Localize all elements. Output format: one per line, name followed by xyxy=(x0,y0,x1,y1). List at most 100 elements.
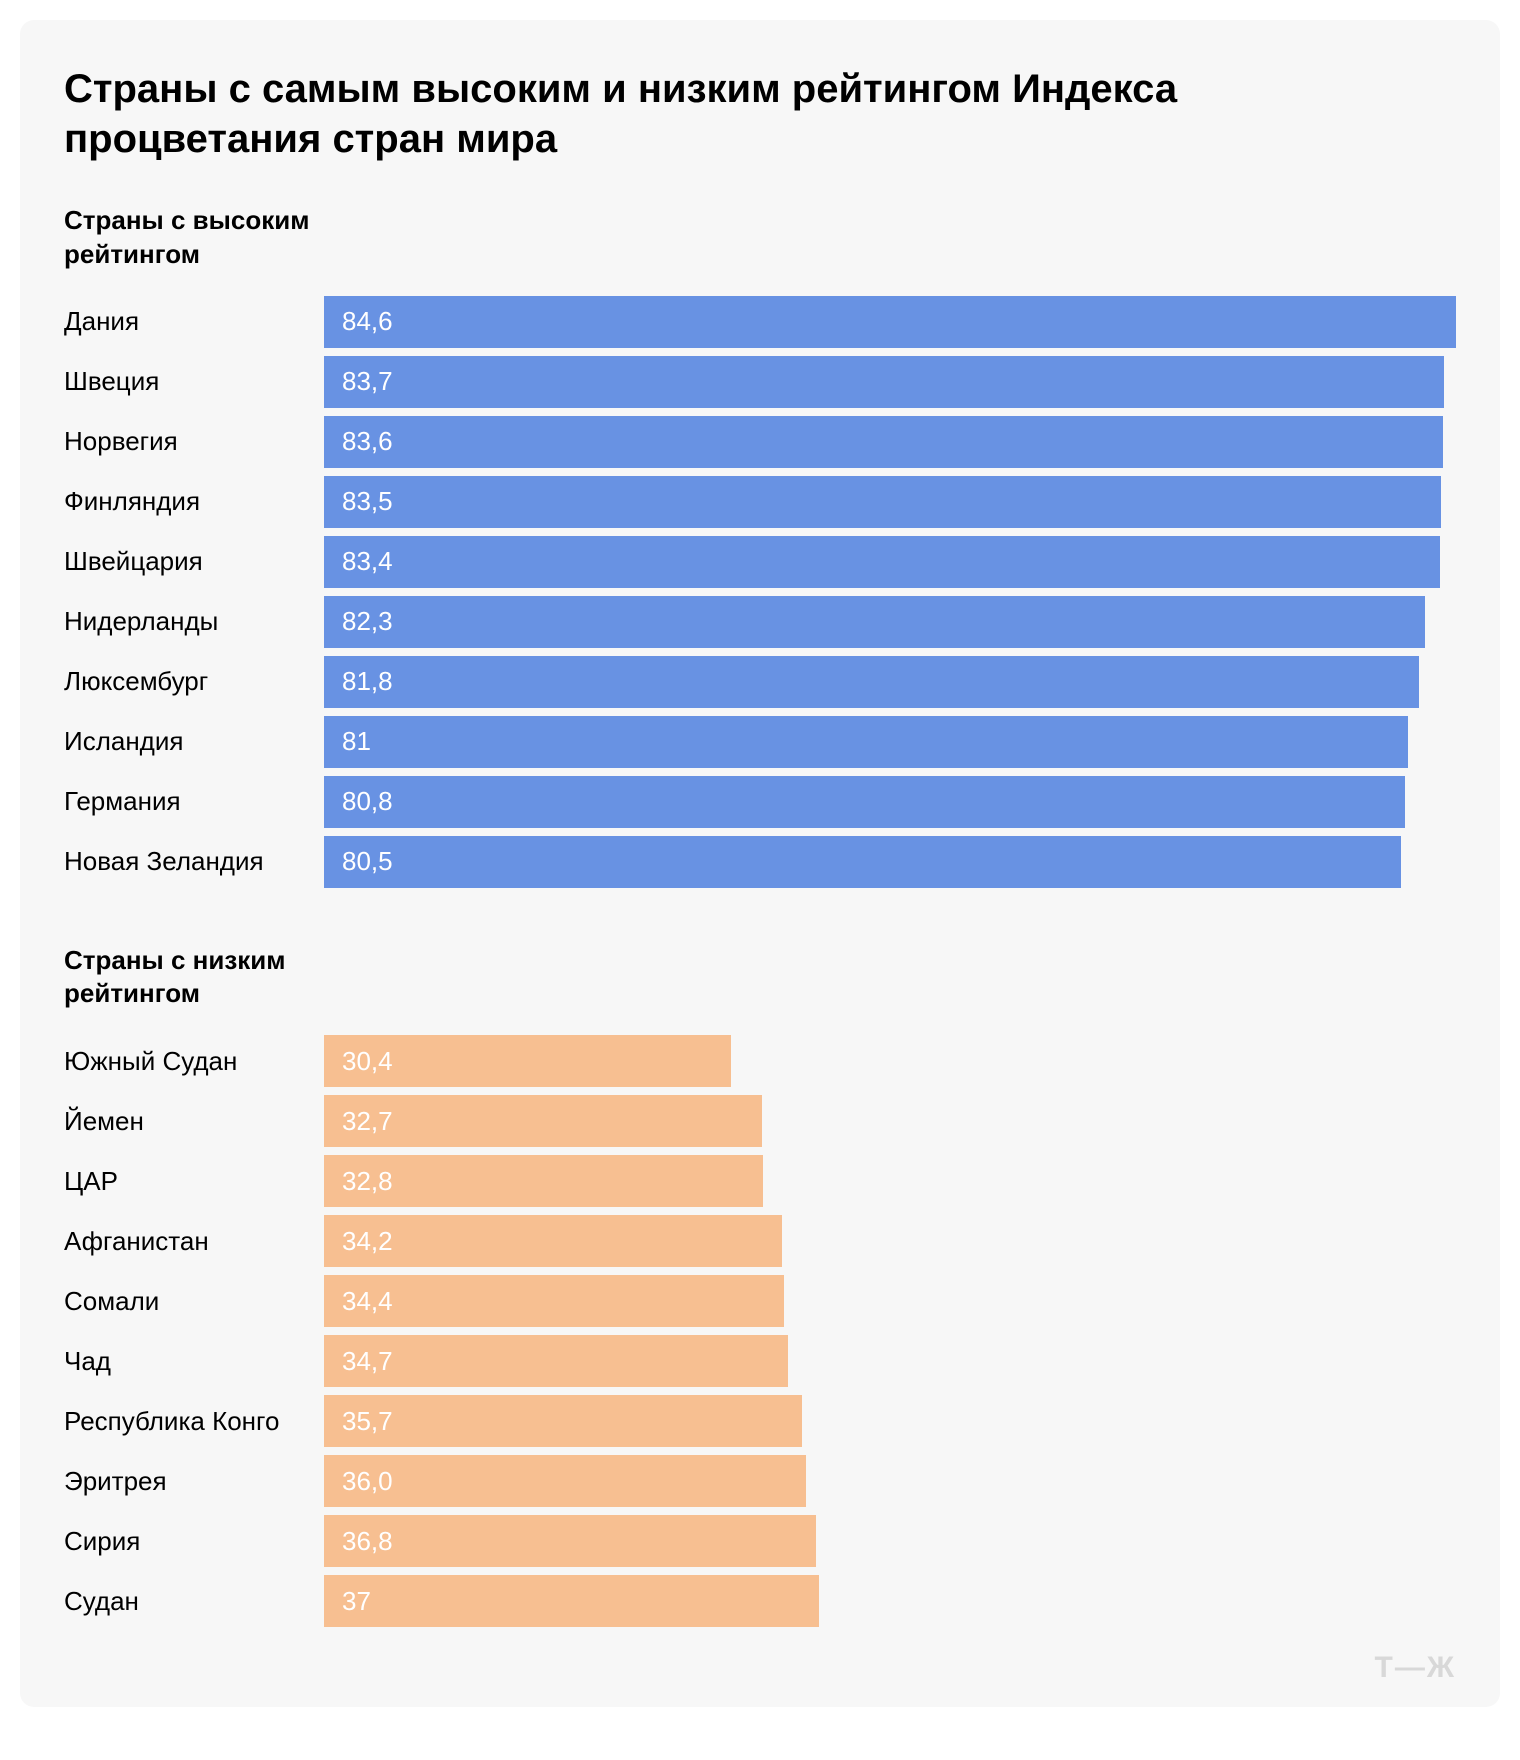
bar-track: 34,7 xyxy=(324,1335,1456,1387)
bar-track: 34,4 xyxy=(324,1275,1456,1327)
bar-value-label: 32,8 xyxy=(342,1166,393,1197)
bar-row: Чад34,7 xyxy=(64,1335,1456,1387)
bar-value-label: 34,7 xyxy=(342,1346,393,1377)
bar: 36,0 xyxy=(324,1455,806,1507)
bar: 32,8 xyxy=(324,1155,763,1207)
bar-track: 80,5 xyxy=(324,836,1456,888)
chart-card: Страны с самым высоким и низким рейтинго… xyxy=(20,20,1500,1707)
bar: 83,6 xyxy=(324,416,1443,468)
country-label: Норвегия xyxy=(64,426,324,457)
bar-track: 83,7 xyxy=(324,356,1456,408)
bar-value-label: 34,4 xyxy=(342,1286,393,1317)
bar-row: Эритрея 36,0 xyxy=(64,1455,1456,1507)
country-label: Новая Зеландия xyxy=(64,846,324,877)
bar: 81 xyxy=(324,716,1408,768)
bar: 32,7 xyxy=(324,1095,762,1147)
brand-logo: Т—Ж xyxy=(1375,1651,1456,1685)
bar-value-label: 81 xyxy=(342,726,371,757)
bar-track: 32,7 xyxy=(324,1095,1456,1147)
bar-row: Афганистан 34,2 xyxy=(64,1215,1456,1267)
bar-row: Швеция 83,7 xyxy=(64,356,1456,408)
bar: 83,7 xyxy=(324,356,1444,408)
bar-value-label: 82,3 xyxy=(342,606,393,637)
bar-value-label: 36,0 xyxy=(342,1466,393,1497)
bar-row: ЦАР 32,8 xyxy=(64,1155,1456,1207)
chart-sections: Страны с высоким рейтингомДания84,6Швеци… xyxy=(64,204,1456,1627)
country-label: Дания xyxy=(64,306,324,337)
country-label: Сомали xyxy=(64,1286,324,1317)
bar-value-label: 80,8 xyxy=(342,786,393,817)
chart-section: Страны с высоким рейтингомДания84,6Швеци… xyxy=(64,204,1456,888)
chart-section: Страны с низким рейтингом Южный Судан 30,4… xyxy=(64,944,1456,1628)
bar-track: 34,2 xyxy=(324,1215,1456,1267)
country-label: Люксембург xyxy=(64,666,324,697)
section-label: Страны с высоким рейтингом xyxy=(64,204,344,272)
bar-row: Южный Судан 30,4 xyxy=(64,1035,1456,1087)
bar-value-label: 81,8 xyxy=(342,666,393,697)
bar-row: Дания84,6 xyxy=(64,296,1456,348)
bar-track: 82,3 xyxy=(324,596,1456,648)
bar-row: Сомали 34,4 xyxy=(64,1275,1456,1327)
bar-value-label: 34,2 xyxy=(342,1226,393,1257)
bar-row: Новая Зеландия80,5 xyxy=(64,836,1456,888)
bar-track: 36,0 xyxy=(324,1455,1456,1507)
bar-track: 35,7 xyxy=(324,1395,1456,1447)
bar-track: 32,8 xyxy=(324,1155,1456,1207)
country-label: Сирия xyxy=(64,1526,324,1557)
bar-track: 80,8 xyxy=(324,776,1456,828)
bar: 81,8 xyxy=(324,656,1419,708)
country-label: Судан xyxy=(64,1586,324,1617)
bar-track: 83,4 xyxy=(324,536,1456,588)
bar-row: Швейцария 83,4 xyxy=(64,536,1456,588)
bar-row: Исландия 81 xyxy=(64,716,1456,768)
bar: 83,5 xyxy=(324,476,1441,528)
bar-row: Германия80,8 xyxy=(64,776,1456,828)
bar-row: Йемен 32,7 xyxy=(64,1095,1456,1147)
country-label: Финляндия xyxy=(64,486,324,517)
bar-row: Сирия 36,8 xyxy=(64,1515,1456,1567)
bar: 34,2 xyxy=(324,1215,782,1267)
bar: 80,5 xyxy=(324,836,1401,888)
bar-value-label: 36,8 xyxy=(342,1526,393,1557)
bar-track: 36,8 xyxy=(324,1515,1456,1567)
country-label: Республика Конго xyxy=(64,1406,324,1437)
bar-row: Финляндия 83,5 xyxy=(64,476,1456,528)
bar: 34,4 xyxy=(324,1275,784,1327)
bar-track: 84,6 xyxy=(324,296,1456,348)
chart-title: Страны с самым высоким и низким рейтинго… xyxy=(64,64,1424,164)
country-label: Афганистан xyxy=(64,1226,324,1257)
bar-track: 81,8 xyxy=(324,656,1456,708)
bar: 36,8 xyxy=(324,1515,816,1567)
bar-row: Норвегия83,6 xyxy=(64,416,1456,468)
country-label: ЦАР xyxy=(64,1166,324,1197)
bar: 37 xyxy=(324,1575,819,1627)
bar-value-label: 83,7 xyxy=(342,366,393,397)
bar: 83,4 xyxy=(324,536,1440,588)
bar-value-label: 37 xyxy=(342,1586,371,1617)
bar-row: Судан 37 xyxy=(64,1575,1456,1627)
bar: 84,6 xyxy=(324,296,1456,348)
bar-track: 83,5 xyxy=(324,476,1456,528)
bar: 80,8 xyxy=(324,776,1405,828)
country-label: Исландия xyxy=(64,726,324,757)
bar-value-label: 32,7 xyxy=(342,1106,393,1137)
bar-row: Республика Конго 35,7 xyxy=(64,1395,1456,1447)
bar-value-label: 35,7 xyxy=(342,1406,393,1437)
bar-value-label: 30,4 xyxy=(342,1046,393,1077)
bar-value-label: 83,5 xyxy=(342,486,393,517)
country-label: Йемен xyxy=(64,1106,324,1137)
section-label: Страны с низким рейтингом xyxy=(64,944,344,1012)
country-label: Швеция xyxy=(64,366,324,397)
bar: 34,7 xyxy=(324,1335,788,1387)
bar-track: 30,4 xyxy=(324,1035,1456,1087)
bar-value-label: 83,4 xyxy=(342,546,393,577)
bar-track: 83,6 xyxy=(324,416,1456,468)
bar: 35,7 xyxy=(324,1395,802,1447)
country-label: Швейцария xyxy=(64,546,324,577)
bar: 82,3 xyxy=(324,596,1425,648)
country-label: Эритрея xyxy=(64,1466,324,1497)
bar-track: 37 xyxy=(324,1575,1456,1627)
country-label: Нидерланды xyxy=(64,606,324,637)
country-label: Южный Судан xyxy=(64,1046,324,1077)
bar: 30,4 xyxy=(324,1035,731,1087)
